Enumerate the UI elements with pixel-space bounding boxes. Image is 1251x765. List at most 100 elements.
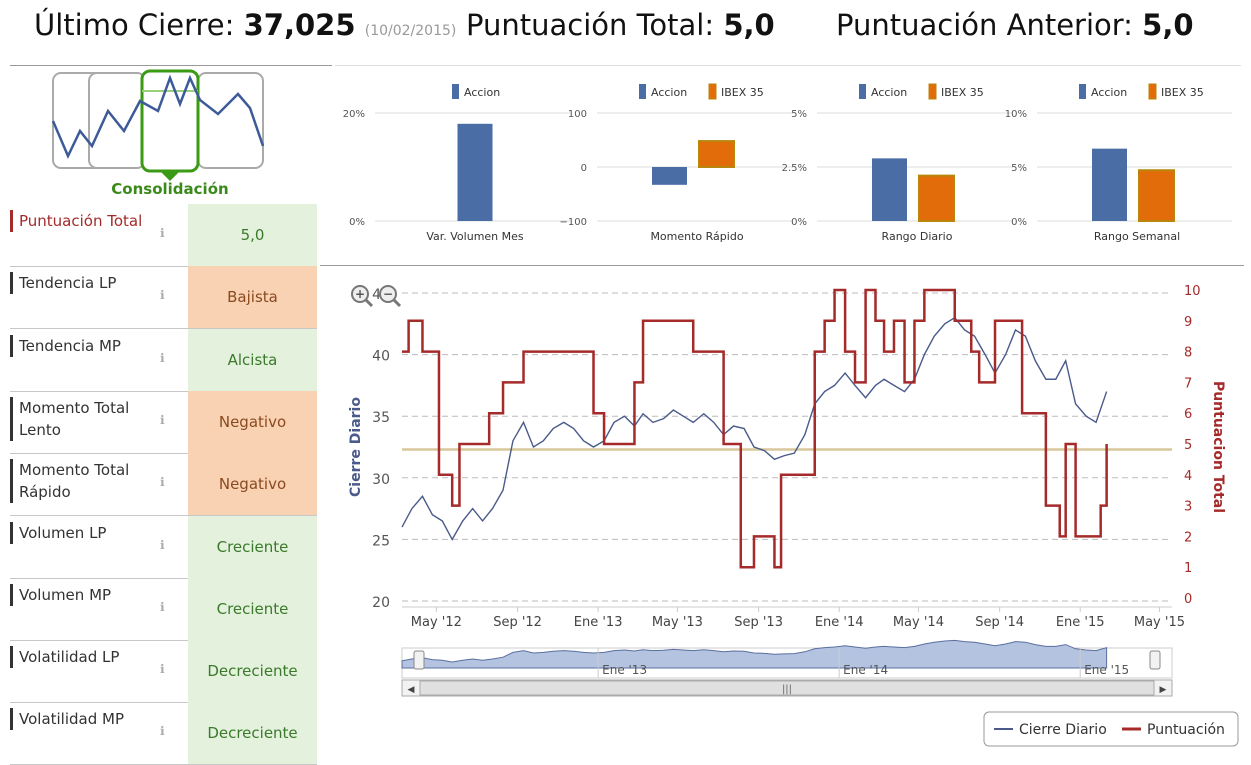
tick-label: 5%: [1011, 163, 1027, 174]
legend-label: Accion: [464, 86, 500, 99]
info-icon[interactable]: ℹ: [160, 662, 165, 677]
mini-chart: 0% 2.5% 5% Accion IBEX 35 Rango Diario: [782, 83, 1012, 243]
mini-legend: Accion: [452, 84, 500, 99]
main-legend: Cierre Diario Puntuación: [983, 711, 1239, 747]
ultimo-cierre: Último Cierre: 37,025 (10/02/2015): [34, 8, 456, 42]
tick-label-right: 7: [1184, 376, 1192, 391]
legend-swatch: [928, 83, 937, 100]
tick-label-right: 5: [1184, 438, 1192, 453]
mini-xlabel: Rango Diario: [882, 230, 953, 243]
navigator-area: [401, 639, 1108, 669]
svg-text:−: −: [383, 287, 393, 301]
legend-label-cierre[interactable]: Cierre Diario: [1019, 722, 1107, 738]
x-tick-label: Sep '12: [493, 615, 542, 630]
x-tick-label: May '13: [652, 615, 703, 630]
ultimo-label: Último Cierre:: [34, 8, 235, 42]
mini-legend: Accion IBEX 35: [639, 83, 764, 100]
bar[interactable]: [457, 123, 493, 221]
mini-legend: Accion IBEX 35: [1079, 83, 1204, 100]
scrollbar-left-icon[interactable]: ◀: [408, 685, 415, 695]
mini-xlabel: Rango Semanal: [1094, 230, 1180, 243]
score-label: Volumen LP: [10, 521, 164, 544]
mini-chart: −100 0 100 Accion IBEX 35 Momento Rápido: [560, 83, 792, 243]
tick-label-right: 0: [1184, 592, 1192, 607]
info-icon[interactable]: ℹ: [160, 475, 165, 490]
navigator-handle[interactable]: [413, 650, 425, 670]
legend-swatch: [708, 83, 717, 100]
tick-label-right: 6: [1184, 407, 1192, 422]
score-row: Volumen LP ℹ Creciente: [10, 515, 317, 579]
tick-label: 2.5%: [782, 163, 807, 174]
tick-label: 0%: [1011, 217, 1027, 228]
scrollbar-right-icon[interactable]: ▶: [1160, 685, 1167, 695]
info-icon[interactable]: ℹ: [160, 724, 165, 739]
info-icon[interactable]: ℹ: [160, 537, 165, 552]
info-icon[interactable]: ℹ: [160, 350, 165, 365]
score-row: Volatilidad MP ℹ Decreciente: [10, 702, 317, 765]
score-value: Decreciente: [188, 702, 317, 765]
navigator[interactable]: Ene '13 Ene '14 Ene '15: [401, 639, 1173, 679]
bar[interactable]: [652, 167, 687, 185]
svg-text:+: +: [355, 287, 365, 301]
mini-legend: Accion IBEX 35: [859, 83, 984, 100]
x-tick-label: May '14: [893, 615, 944, 630]
tick-label: 10%: [1005, 109, 1027, 120]
puntuacion-anterior: Puntuación Anterior: 5,0: [836, 8, 1194, 42]
legend-label: Accion: [651, 86, 687, 99]
ultimo-date: (10/02/2015): [364, 23, 457, 39]
info-icon[interactable]: ℹ: [160, 412, 165, 427]
mini-xlabel: Var. Volumen Mes: [426, 230, 524, 243]
mini-chart: 0% 5% 10% Accion IBEX 35 Rango Semanal: [1005, 83, 1232, 243]
anterior-label: Puntuación Anterior:: [836, 8, 1133, 42]
navigator-label: Ene '15: [1084, 663, 1129, 677]
tick-label: 100: [568, 109, 587, 120]
score-value: Negativo: [188, 453, 317, 516]
bar[interactable]: [918, 174, 955, 222]
score-label: Puntuación Total: [10, 210, 164, 232]
y-axis-title: Cierre Diario: [348, 397, 364, 497]
scrollbar[interactable]: ◀ ▶ |||: [401, 679, 1173, 697]
legend-label-puntuacion[interactable]: Puntuación: [1147, 722, 1225, 738]
header-divider-right: [335, 65, 1241, 66]
navigator-handle[interactable]: [1149, 650, 1161, 670]
tick-label: 20%: [343, 109, 365, 120]
score-value: Alcista: [188, 328, 317, 391]
score-row: Tendencia LP ℹ Bajista: [10, 266, 317, 330]
scrollbar-grip-icon[interactable]: |||: [782, 684, 792, 695]
tick-label: 0: [581, 163, 587, 174]
x-tick-label: Ene '14: [815, 615, 864, 630]
tick-label-left: 35: [372, 410, 390, 426]
header: Último Cierre: 37,025 (10/02/2015) Puntu…: [0, 0, 1251, 56]
series-puntuacion[interactable]: [402, 288, 1108, 569]
series-cierre-diario[interactable]: [401, 316, 1108, 541]
tick-label: −100: [560, 217, 587, 228]
navigator-label: Ene '14: [843, 663, 888, 677]
zoom-out-icon[interactable]: −: [379, 285, 402, 308]
mini-chart: 0% 20% Accion Var. Volumen Mes: [343, 84, 570, 243]
score-label: Tendencia LP: [10, 272, 164, 295]
legend-swatch: [859, 84, 866, 99]
scrollbar-thumb[interactable]: [419, 680, 1155, 696]
info-icon[interactable]: ℹ: [160, 599, 165, 614]
main-line-chart: 202530354045012345678910Cierre DiarioPun…: [348, 284, 1239, 747]
bar[interactable]: [1092, 148, 1127, 221]
score-label: Momento Total Rápido: [10, 459, 164, 504]
info-icon[interactable]: ℹ: [160, 226, 165, 240]
info-icon[interactable]: ℹ: [160, 288, 165, 303]
score-label: Tendencia MP: [10, 334, 164, 357]
bar[interactable]: [1138, 169, 1175, 222]
tick-label: 0%: [791, 217, 807, 228]
tick-label-right: 2: [1184, 530, 1192, 545]
tick-label-right: 1: [1184, 561, 1192, 576]
tick-label: 0%: [349, 217, 365, 228]
score-value: Creciente: [188, 515, 317, 578]
pattern-thumbnails: [51, 69, 265, 181]
x-tick-label: May '12: [411, 615, 462, 630]
zoom-in-icon[interactable]: +: [351, 285, 374, 308]
bar[interactable]: [698, 140, 735, 169]
pattern-line-icon: [51, 74, 265, 160]
score-value: 5,0: [188, 204, 317, 266]
bar[interactable]: [872, 158, 907, 221]
pattern-graphic: Consolidación: [51, 69, 265, 198]
x-tick-label: Ene '13: [574, 615, 623, 630]
